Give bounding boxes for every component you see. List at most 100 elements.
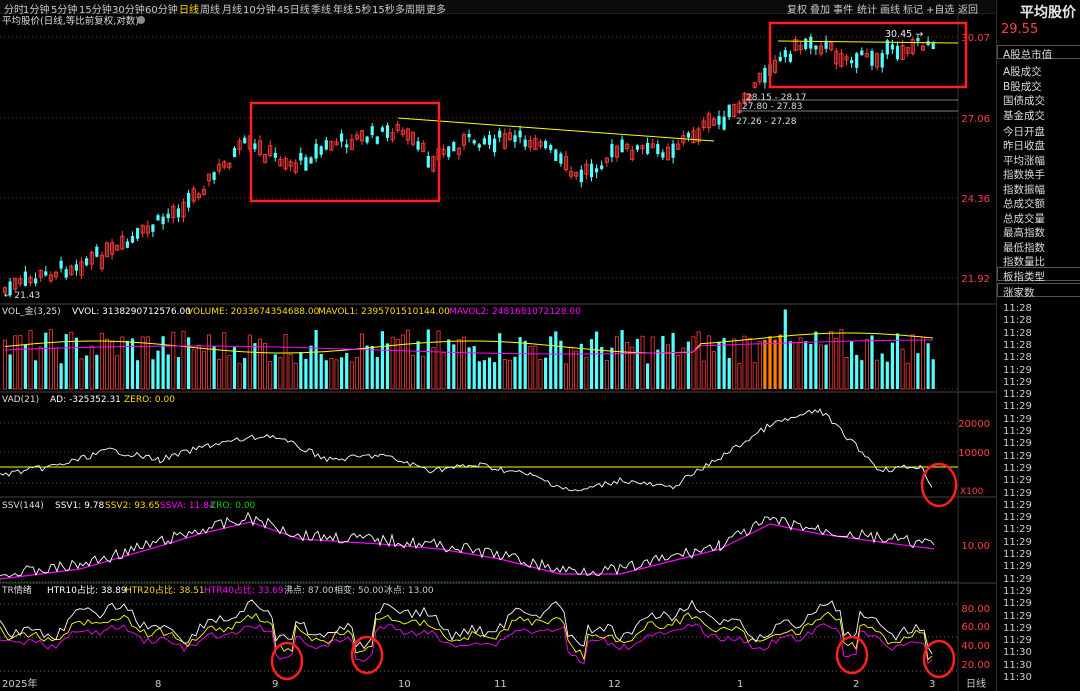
vol-bar — [268, 361, 273, 390]
x-label-0: 2025年 — [2, 677, 37, 690]
tab-7[interactable]: 周线 — [200, 5, 220, 16]
side-item-12[interactable]: 最高指数 — [1003, 227, 1045, 239]
side-item-9[interactable]: 指数振幅 — [1003, 184, 1045, 196]
side-item-16[interactable]: 涨家数 — [1003, 287, 1035, 299]
candle-body — [620, 139, 624, 153]
vol-bar — [421, 355, 426, 390]
tab-16[interactable]: 更多 — [426, 5, 446, 16]
toolbar-btn-7[interactable]: 返回 — [958, 5, 978, 16]
vol-bar — [181, 330, 186, 390]
tr-label: 40.00 — [961, 641, 990, 652]
side-time: 11:29 — [1003, 487, 1032, 499]
vol-bar — [554, 331, 558, 389]
candle-body — [64, 269, 68, 278]
side-item-14[interactable]: 指数量比 — [1003, 256, 1045, 268]
candle-body — [742, 92, 747, 103]
tab-0[interactable]: 分时 — [4, 5, 24, 16]
candle-body — [212, 172, 216, 180]
candle-body — [686, 132, 690, 138]
tab-13[interactable]: 5秒 — [355, 5, 372, 16]
candle-body — [268, 145, 273, 157]
side-item-2[interactable]: B股成交 — [1003, 81, 1042, 93]
candle-body — [844, 56, 849, 61]
vol-bar — [340, 357, 344, 389]
side-item-4[interactable]: 基金成交 — [1003, 110, 1045, 122]
vol-bar — [227, 355, 232, 390]
low-label: ← 21.43 — [4, 291, 40, 301]
toolbar-btn-2[interactable]: 事件 — [833, 5, 853, 16]
candle-body — [156, 215, 160, 221]
tab-12[interactable]: 年线 — [333, 5, 353, 16]
candle-body — [661, 152, 665, 158]
candle-body — [191, 188, 196, 202]
candle-body — [28, 276, 33, 284]
candle-body — [349, 139, 354, 150]
ssv-ssv1: SSV1: 9.78 — [55, 501, 105, 511]
tab-15[interactable]: 多周期 — [395, 5, 425, 16]
vol-bar — [365, 345, 369, 389]
side-item-11[interactable]: 总成交量 — [1003, 213, 1045, 225]
x-label-6: 1 — [737, 679, 743, 690]
side-item-7[interactable]: 平均涨幅 — [1003, 155, 1045, 167]
vol-bar — [604, 359, 609, 390]
candle-body — [48, 274, 53, 282]
toolbar-btn-4[interactable]: 画线 — [880, 5, 900, 16]
candle-body — [104, 242, 110, 258]
toolbar-btn-5[interactable]: 标记 — [903, 5, 923, 16]
tab-4[interactable]: 30分钟 — [112, 5, 145, 16]
toolbar-btn-6[interactable]: +自选 — [926, 5, 955, 16]
side-item-3[interactable]: 国债成交 — [1003, 95, 1045, 107]
side-item-15[interactable]: 板指类型 — [1003, 271, 1045, 283]
candle-body — [595, 168, 599, 173]
price-label: 24.36 — [961, 194, 990, 205]
vol-bar — [916, 353, 920, 389]
candle-body — [513, 135, 517, 143]
candle-body — [227, 162, 232, 168]
htr10-line — [0, 599, 933, 655]
candle-body — [829, 42, 834, 51]
tab-14[interactable]: 15秒 — [372, 5, 395, 16]
vol-bar — [278, 357, 283, 390]
side-item-0[interactable]: A股总市值 — [1003, 49, 1053, 61]
tab-9[interactable]: 10分钟 — [243, 5, 276, 16]
candle-body — [788, 53, 792, 62]
side-item-1[interactable]: A股成交 — [1003, 66, 1042, 78]
vol-bar — [487, 357, 492, 389]
tab-8[interactable]: 月线 — [222, 5, 242, 16]
vol-bar — [405, 329, 410, 390]
side-item-6[interactable]: 昨日收盘 — [1003, 140, 1045, 152]
ssv-ssva: SSVA: 11.84 — [160, 501, 215, 511]
tab-11[interactable]: 季线 — [311, 5, 331, 16]
candle-body — [237, 140, 242, 150]
vol-bar — [390, 336, 395, 390]
candle-body — [916, 38, 920, 42]
toolbar-btn-1[interactable]: 叠加 — [810, 5, 830, 16]
tab-3[interactable]: 15分钟 — [79, 5, 112, 16]
candle-body — [278, 159, 283, 167]
vol-bar — [176, 357, 180, 389]
tab-10[interactable]: 45日线 — [277, 5, 310, 16]
side-item-5[interactable]: 今日开盘 — [1003, 126, 1045, 138]
toolbar-btn-3[interactable]: 统计 — [857, 5, 877, 16]
side-item-13[interactable]: 最低指数 — [1003, 242, 1045, 254]
side-time: 11:29 — [1003, 462, 1032, 474]
kline-chart[interactable]: 30.07 27.06 24.36 21.92 ← 21.43 30.45 → 28.15 … — [0, 14, 996, 691]
vad-zero: ZERO: 0.00 — [124, 395, 175, 405]
candle-body — [359, 130, 365, 142]
candle-body — [8, 281, 12, 295]
tab-2[interactable]: 5分钟 — [51, 5, 78, 16]
tab-5[interactable]: 60分钟 — [145, 5, 178, 16]
toolbar-btn-0[interactable]: 复权 — [787, 5, 807, 16]
tab-1[interactable]: 1分钟 — [23, 5, 50, 16]
candle-body — [421, 142, 426, 153]
candle-body — [59, 260, 63, 269]
tr-label: 60.00 — [961, 622, 990, 633]
vol-bar — [850, 341, 854, 389]
vol-bar — [314, 329, 318, 389]
vol-bar — [217, 358, 222, 390]
vol-bar — [640, 335, 645, 390]
candle-body — [257, 140, 263, 156]
side-item-10[interactable]: 总成交额 — [1003, 198, 1045, 210]
side-item-8[interactable]: 指数换手 — [1003, 169, 1045, 181]
tab-6[interactable]: 日线 — [179, 5, 199, 16]
